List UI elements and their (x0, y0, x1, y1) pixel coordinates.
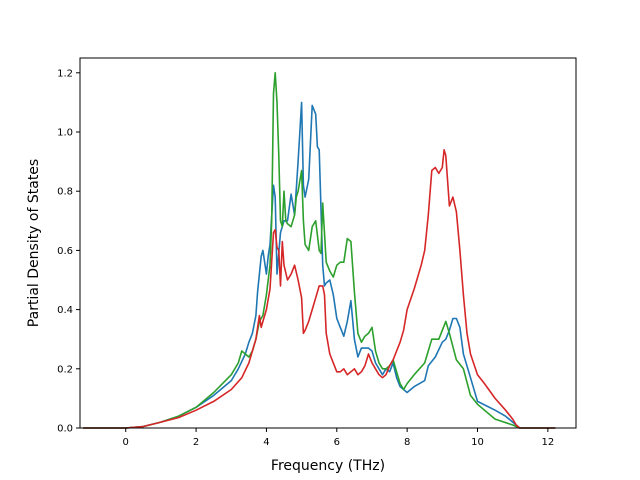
series-layer (82, 72, 556, 429)
y-tick-label: 0.6 (57, 246, 73, 257)
x-tick-label: 6 (334, 437, 340, 448)
y-tick-label: 0.0 (57, 424, 73, 435)
x-tick-label: 2 (193, 437, 199, 448)
y-tick-label: 0.4 (57, 305, 73, 316)
x-axis-ticks: 0 2 4 6 8 10 12 (123, 428, 554, 448)
x-tick-label: 0 (123, 437, 129, 448)
y-tick-label: 1.2 (57, 68, 73, 79)
x-tick-label: 8 (404, 437, 410, 448)
y-axis-ticks: 0.0 0.2 0.4 0.6 0.8 1.0 1.2 (57, 68, 80, 435)
x-tick-label: 10 (471, 437, 484, 448)
y-axis-label: Partial Density of States (26, 159, 42, 327)
plot-area (80, 58, 576, 428)
series-line-1 (82, 101, 556, 429)
plot-frame (79, 57, 577, 429)
y-tick-label: 0.8 (57, 187, 73, 198)
y-tick-label: 0.2 (57, 364, 73, 375)
x-tick-label: 12 (541, 437, 554, 448)
x-tick-label: 4 (263, 437, 269, 448)
series-line-3 (82, 149, 556, 429)
x-axis-label: Frequency (THz) (271, 458, 385, 474)
y-tick-label: 1.0 (57, 128, 73, 139)
